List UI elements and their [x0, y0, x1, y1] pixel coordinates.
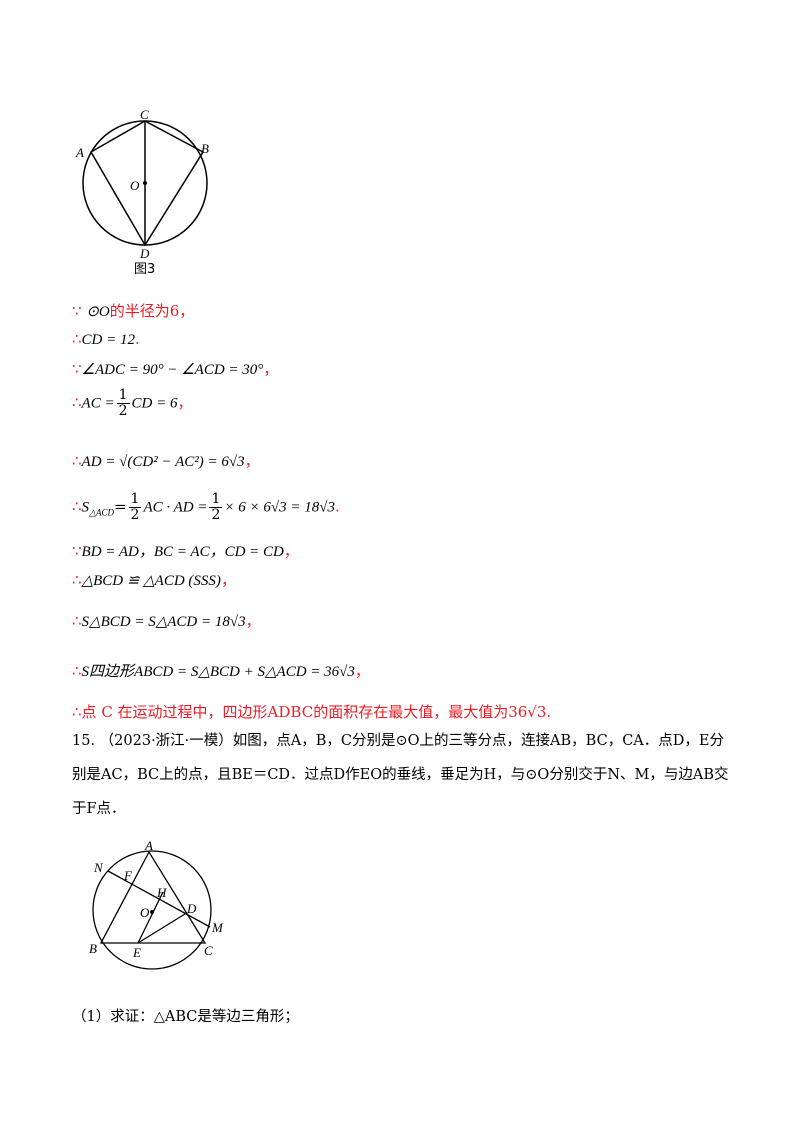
svg-text:E: E [132, 945, 141, 960]
solution-line-4: ∴AC = 1 2 CD = 6， [72, 387, 193, 419]
solution-line-2: ∴CD = 12. [72, 330, 140, 348]
svg-text:D: D [186, 901, 197, 916]
svg-text:F: F [123, 868, 133, 883]
problem-15-text: 15. （2023·浙江·一模）如图，点A，B，C分别是⊙O上的三等分点，连接A… [72, 733, 729, 817]
svg-text:A: A [75, 145, 84, 160]
svg-text:C: C [204, 943, 213, 958]
svg-text:D: D [139, 246, 150, 261]
solution-line-5: ∴AD = √(CD² − AC²) = 6√3， [72, 452, 260, 470]
svg-text:B: B [89, 941, 97, 956]
solution-line-6: ∴S△ACD= 1 2 AC · AD = 1 2 × 6 × 6√3 = 18√3. [72, 491, 340, 523]
svg-text:O: O [130, 178, 140, 193]
figure-3: C A B O D 图3 [75, 107, 209, 277]
solution-line-9: ∴S△BCD = S△ACD = 18√3， [72, 612, 261, 630]
figure-problem-15: A N F H O D M B E C [89, 838, 224, 970]
solution-conclusion: ∴点 C 在运动过程中，四边形ADBC的面积存在最大值，最大值为36√3. [72, 703, 552, 721]
svg-text:A: A [144, 838, 153, 853]
svg-text:B: B [201, 141, 209, 156]
solution-line-10: ∴S四边形ABCD = S△BCD + S△ACD = 36√3， [72, 662, 370, 680]
svg-text:C: C [140, 107, 149, 122]
svg-text:图3: 图3 [134, 262, 155, 277]
svg-text:H: H [156, 885, 167, 900]
solution-line-8: ∴△BCD ≌ △ACD (SSS)， [72, 571, 236, 589]
svg-text:M: M [211, 920, 224, 935]
solution-line-3: ∵∠ADC = 90° − ∠ACD = 30°， [72, 360, 279, 378]
svg-text:O: O [140, 905, 150, 920]
svg-text:N: N [93, 860, 104, 875]
solution-line-7: ∵BD = AD，BC = AC，CD = CD， [72, 542, 299, 560]
solution-line-1: ∵ ⊙O的半径为6， [72, 302, 195, 320]
question-1: （1）求证：△ABC是等边三角形； [72, 1009, 299, 1025]
